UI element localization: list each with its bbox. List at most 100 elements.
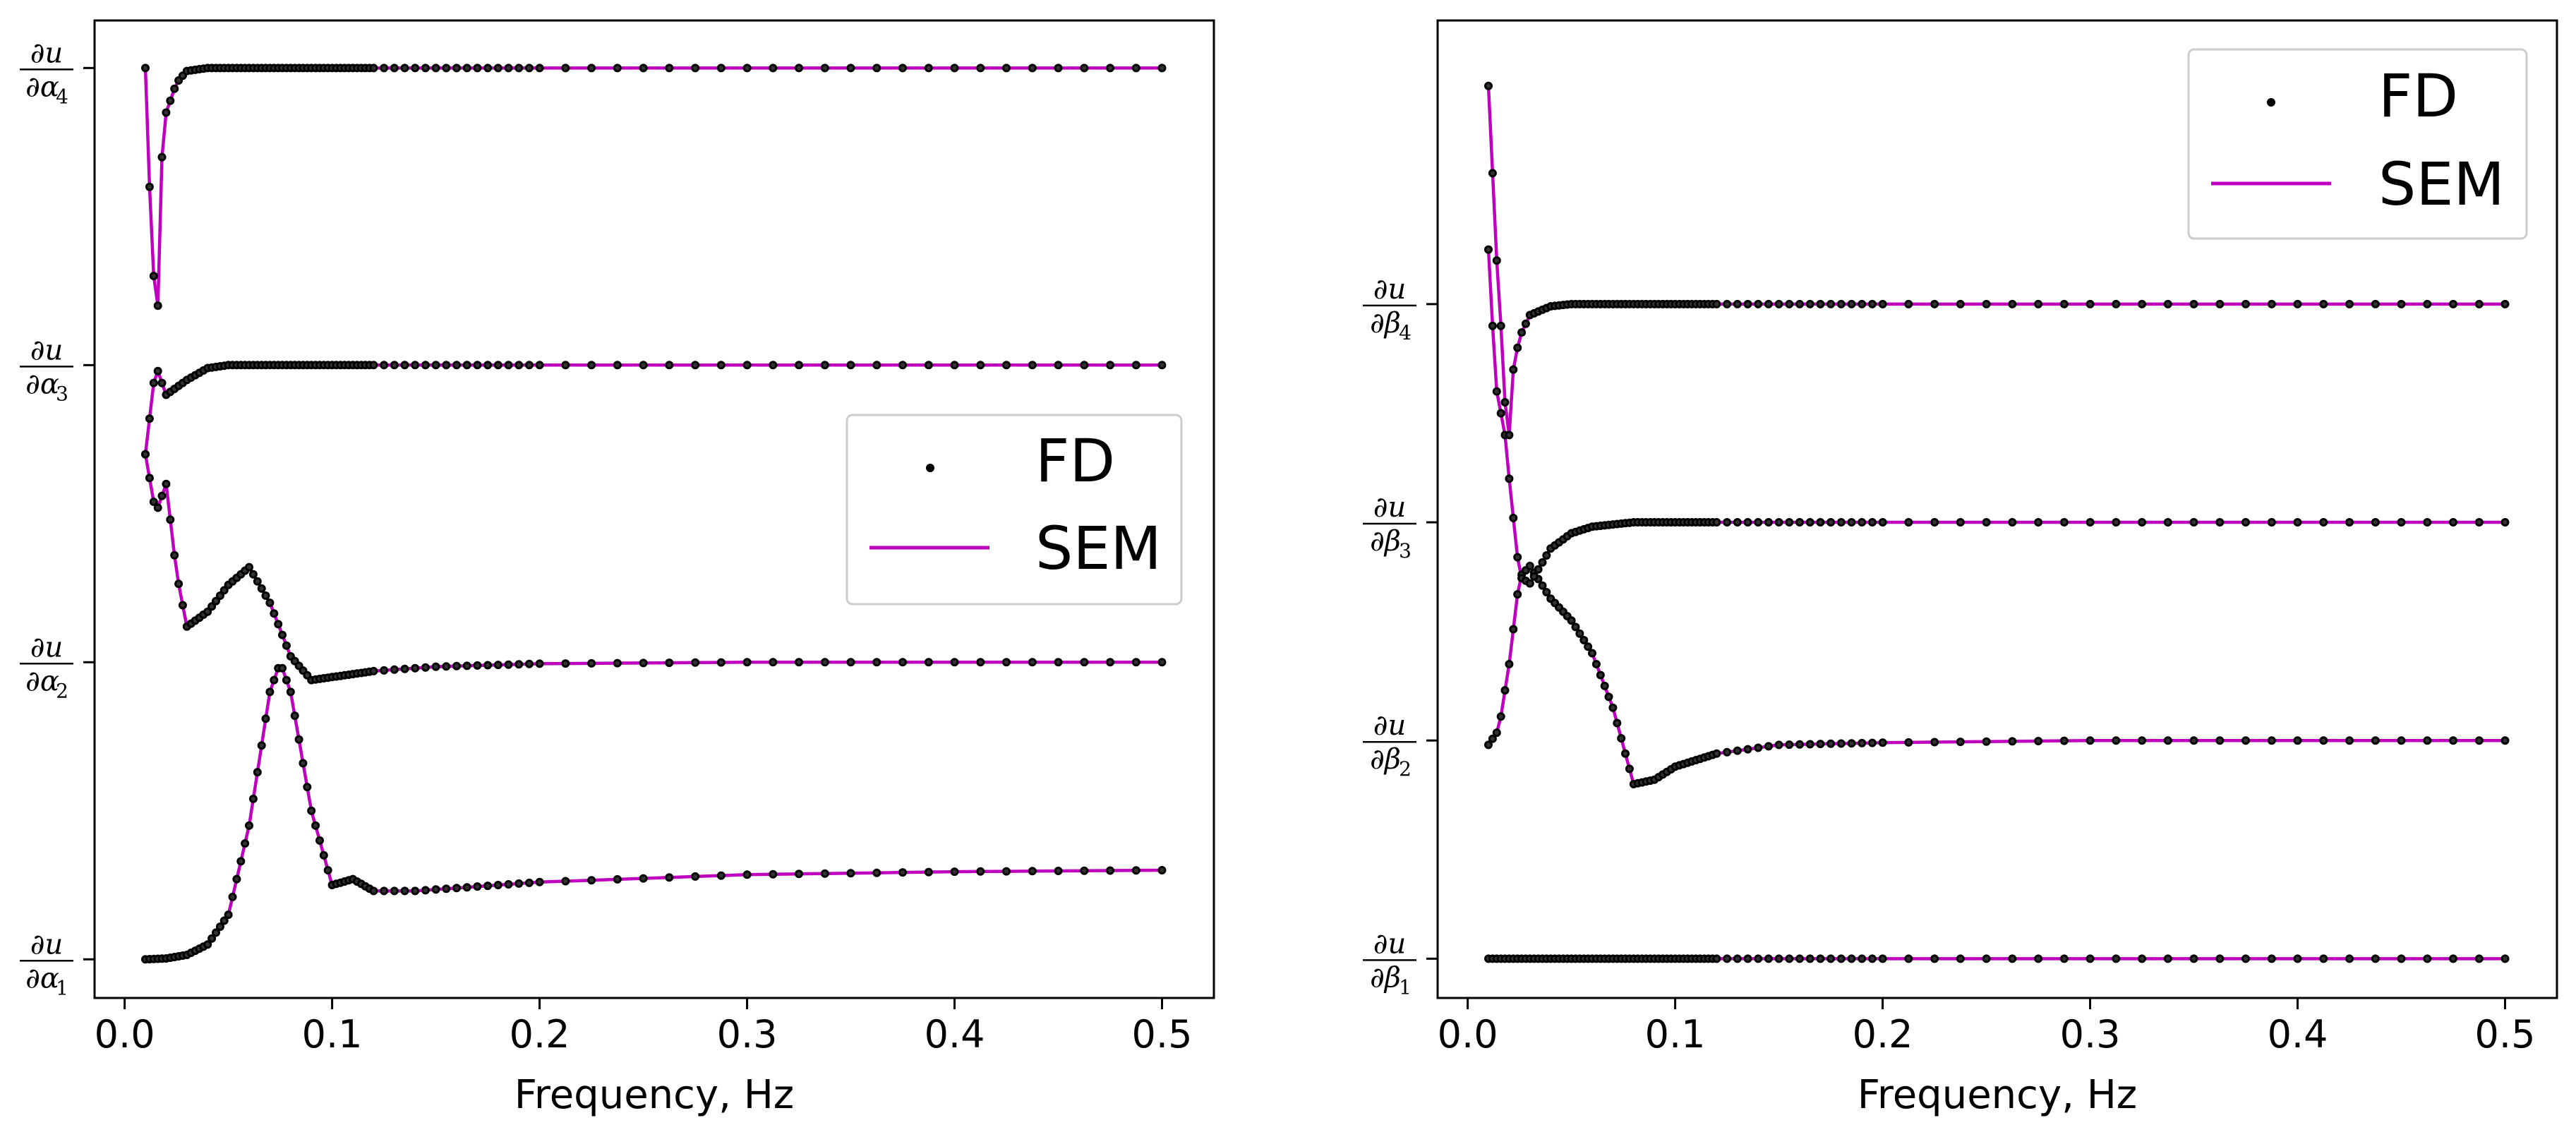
right-fd-point <box>2241 299 2250 308</box>
left-ytick-subscript: 1 <box>56 976 68 999</box>
left-fd-point <box>421 361 430 370</box>
left-fd-point <box>157 491 167 500</box>
left-fd-point <box>390 665 399 674</box>
left-fd-point <box>411 64 420 73</box>
left-fd-point <box>400 64 409 73</box>
right-fd-point <box>2138 954 2146 963</box>
right-fd-point <box>1847 954 1856 963</box>
left-ytick-subscript: 3 <box>56 382 68 405</box>
left-fd-point <box>872 658 881 667</box>
right-ytick-numerator: ∂u <box>1373 491 1406 524</box>
left-fd-point <box>219 916 229 925</box>
right-fd-point <box>2397 518 2406 527</box>
right-fd-point <box>2423 954 2432 963</box>
right-fd-point <box>2474 736 2484 745</box>
right-xtick-label: 0.2 <box>1853 1012 1913 1057</box>
right-fd-point <box>2008 299 2017 308</box>
left-fd-point <box>153 503 162 512</box>
left-fd-point <box>215 591 224 600</box>
left-fd-point <box>207 934 217 943</box>
right-ytick-label: ∂u∂β3 <box>1363 491 1416 563</box>
left-fd-point <box>261 591 270 600</box>
right-ytick-subscript: 3 <box>1399 539 1412 563</box>
left-fd-point <box>248 794 258 803</box>
right-fd-point <box>2034 299 2043 308</box>
right-fd-point <box>2423 736 2432 745</box>
right-fd-point <box>1571 622 1580 632</box>
right-fd-point <box>1878 738 1887 747</box>
left-fd-point <box>162 479 171 488</box>
left-fd-point <box>369 666 378 675</box>
left-fd-point <box>462 361 471 370</box>
left-fd-point <box>1028 867 1037 876</box>
left-fd-point <box>716 871 726 880</box>
right-fd-point <box>1774 518 1783 527</box>
left-fd-point <box>769 870 778 879</box>
right-fd-point <box>1904 299 1913 308</box>
left-fd-point <box>483 361 493 370</box>
left-fd-point <box>274 620 283 629</box>
left-ytick-denominator: ∂α <box>25 368 59 400</box>
left-fd-point <box>380 361 389 370</box>
left-ytick-denominator: ∂α <box>25 665 59 697</box>
left-fd-point <box>1106 658 1114 667</box>
right-fd-point <box>1764 518 1773 527</box>
left-fd-point <box>1106 361 1114 370</box>
left-fd-point <box>535 361 544 370</box>
right-fd-point <box>1743 745 1752 754</box>
right-fd-point <box>1826 518 1836 527</box>
left-fd-point <box>212 596 220 606</box>
left-fd-point <box>769 361 778 370</box>
right-fd-point <box>2500 299 2510 308</box>
right-legend-sem-label: SEM <box>2378 150 2505 219</box>
left-fd-point <box>232 874 241 884</box>
right-fd-point <box>2267 299 2276 308</box>
left-fd-point <box>872 361 881 370</box>
right-fd-point <box>2371 736 2380 745</box>
left-fd-point <box>1080 64 1089 73</box>
left-fd-point <box>535 659 544 668</box>
right-fd-point <box>1723 747 1732 757</box>
left-fd-point <box>253 768 262 777</box>
left-fd-point <box>1131 64 1140 73</box>
right-fd-point <box>1488 169 1497 178</box>
right-fd-point <box>1723 518 1732 527</box>
right-fd-point <box>1733 299 1742 308</box>
left-legend: FD SEM <box>845 414 1183 606</box>
left-fd-point <box>1080 361 1089 370</box>
right-fd-point <box>1774 740 1783 750</box>
left-fd-point <box>1054 361 1063 370</box>
left-fd-point <box>524 361 534 370</box>
left-fd-point <box>493 881 502 889</box>
left-fd-point <box>493 661 502 670</box>
right-fd-point <box>1743 518 1752 527</box>
right-fd-point <box>1509 625 1518 634</box>
right-xtick-label: 0.0 <box>1438 1012 1498 1057</box>
left-fd-point <box>442 662 451 671</box>
right-fd-point <box>1591 660 1601 668</box>
left-fd-point <box>411 361 420 370</box>
right-fd-point <box>1505 431 1514 440</box>
right-fd-point <box>1542 588 1551 596</box>
right-fd-point <box>2371 299 2380 308</box>
left-fd-point <box>742 64 752 73</box>
right-fd-point <box>2397 299 2406 308</box>
left-fd-point <box>514 64 524 73</box>
right-fd-point <box>1529 572 1539 581</box>
left-fd-point <box>716 361 726 370</box>
right-axes-frame <box>1436 19 2558 999</box>
left-fd-point <box>613 874 622 884</box>
right-x-axis-label: Frequency, Hz <box>1858 1072 2137 1118</box>
left-fd-point <box>265 598 275 608</box>
left-fd-point <box>473 361 482 370</box>
right-fd-point <box>1625 764 1634 774</box>
right-fd-point <box>2267 518 2276 527</box>
left-sem-series-4 <box>143 66 1162 308</box>
right-fd-point <box>2423 299 2432 308</box>
right-ytick-subscript: 2 <box>1399 757 1412 781</box>
left-fd-point <box>462 661 471 670</box>
right-ytick-denominator: ∂β <box>1370 307 1401 339</box>
right-ytick-numerator: ∂u <box>1373 927 1406 960</box>
left-fd-point <box>141 450 150 459</box>
right-fd-point <box>1764 299 1773 308</box>
